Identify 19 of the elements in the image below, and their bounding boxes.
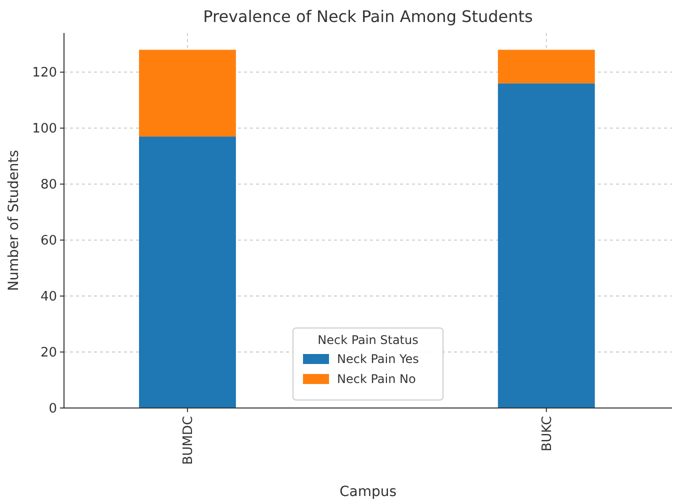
legend-label: Neck Pain No	[337, 372, 416, 386]
legend-title: Neck Pain Status	[318, 333, 418, 347]
chart-title: Prevalence of Neck Pain Among Students	[203, 7, 533, 26]
y-tick-label: 20	[40, 346, 57, 361]
bar	[139, 50, 236, 137]
y-tick-label: 40	[40, 290, 57, 305]
bar	[498, 50, 595, 84]
y-tick-label: 80	[40, 178, 57, 193]
x-axis-title: Campus	[339, 484, 397, 500]
legend-label: Neck Pain Yes	[337, 352, 419, 366]
y-tick-label: 0	[48, 402, 57, 417]
x-tick-label: BUKC	[540, 416, 555, 452]
y-axis-title: Number of Students	[6, 150, 22, 292]
bar	[498, 83, 595, 408]
bar	[139, 136, 236, 408]
y-tick-label: 60	[40, 234, 57, 249]
y-tick-label: 120	[32, 66, 57, 81]
x-tick-label: BUMDC	[181, 416, 196, 465]
y-tick-label: 100	[32, 122, 57, 137]
